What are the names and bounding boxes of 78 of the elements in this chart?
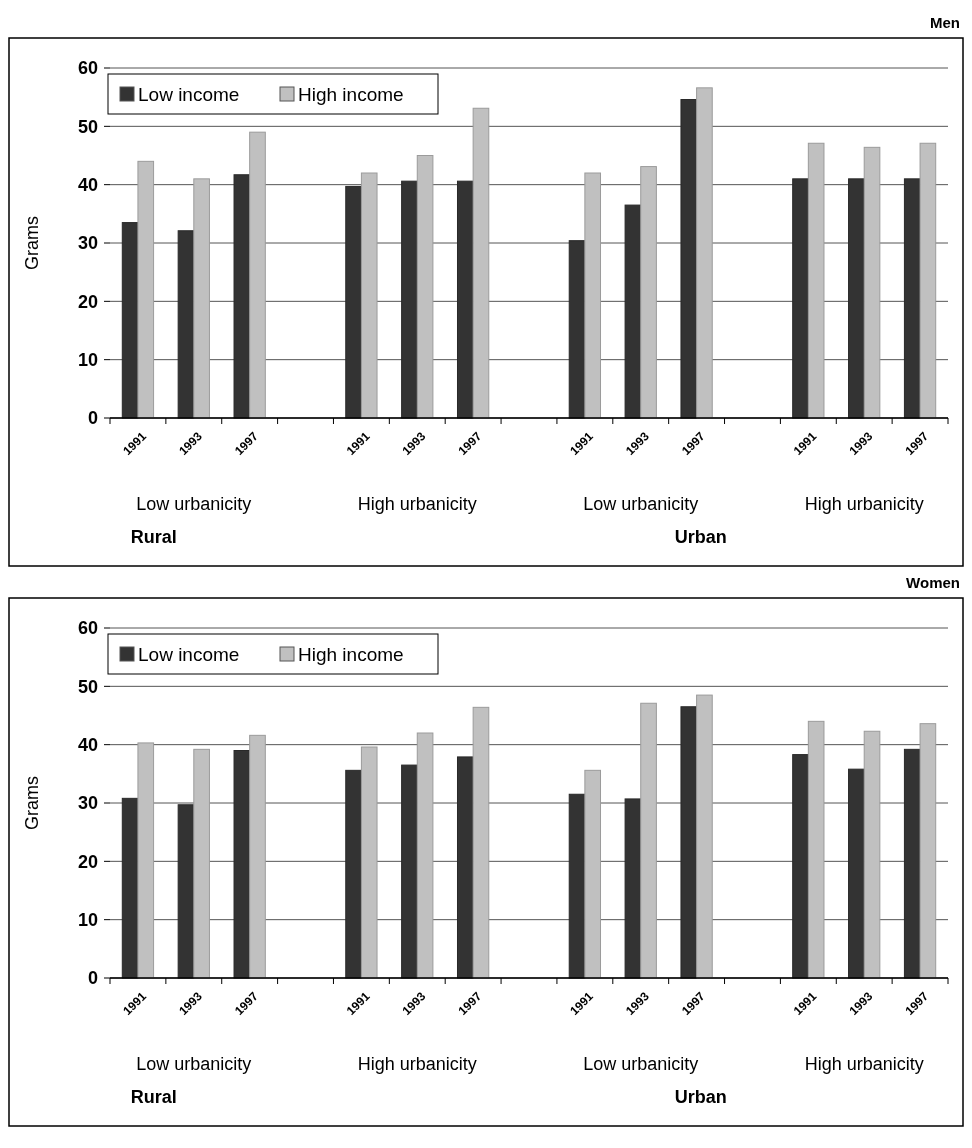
bar — [193, 178, 210, 419]
text: Urban — [674, 527, 727, 547]
bar — [177, 804, 195, 979]
text: Low urbanicity — [583, 494, 699, 514]
bar — [919, 723, 937, 979]
bar — [360, 172, 378, 419]
legend-label: Low income — [138, 83, 240, 105]
bar — [696, 694, 713, 979]
text: Low urbanicity — [583, 1054, 699, 1074]
legend-label: High income — [298, 83, 404, 105]
bar — [640, 166, 657, 419]
text: Low urbanicity — [136, 1054, 252, 1074]
bar — [848, 768, 865, 979]
bar — [584, 769, 602, 979]
y-tick-label: 30 — [77, 233, 98, 254]
text: Rural — [130, 1087, 177, 1107]
bar — [360, 746, 378, 979]
bar — [345, 769, 362, 979]
bar — [903, 748, 921, 979]
bar — [401, 180, 418, 419]
bar — [696, 87, 713, 419]
bar — [137, 160, 155, 419]
bar — [193, 748, 210, 979]
bar — [416, 155, 434, 419]
bar — [863, 146, 881, 419]
bar — [863, 730, 881, 979]
bar — [472, 706, 490, 979]
y-tick-label: 0 — [87, 968, 98, 989]
bar — [345, 185, 362, 419]
bar — [233, 750, 251, 979]
chart-title: Men — [930, 14, 960, 31]
bar — [137, 742, 155, 979]
bar — [416, 732, 434, 979]
bar — [456, 756, 474, 979]
y-tick-label: 50 — [77, 116, 98, 137]
y-tick-label: 20 — [77, 291, 98, 312]
text: High urbanicity — [357, 494, 477, 514]
y-tick-label: 30 — [77, 793, 98, 814]
bar — [807, 720, 825, 979]
y-tick-label: 0 — [87, 408, 98, 429]
bar — [624, 204, 642, 419]
bar — [121, 222, 139, 419]
y-tick-label: 10 — [77, 909, 98, 930]
y-tick-label: 40 — [77, 174, 98, 195]
bar — [640, 702, 657, 979]
bar — [680, 706, 698, 979]
bar — [584, 172, 602, 419]
legend-label: High income — [298, 643, 404, 665]
bar — [792, 754, 809, 979]
text: High urbanicity — [357, 1054, 477, 1074]
y-tick-label: 60 — [77, 58, 98, 79]
y-tick-label: 10 — [77, 349, 98, 370]
bar — [249, 131, 266, 419]
bar — [624, 798, 642, 979]
text: Rural — [130, 527, 177, 547]
bar — [249, 734, 266, 979]
bar — [472, 107, 490, 419]
y-tick-label: 20 — [77, 851, 98, 872]
bar — [848, 178, 865, 419]
y-tick-label: 40 — [77, 734, 98, 755]
text: Low urbanicity — [136, 494, 252, 514]
bar — [680, 99, 698, 419]
y-axis-title: Grams — [22, 776, 42, 830]
bar — [903, 178, 921, 419]
legend-label: Low income — [138, 643, 240, 665]
bar — [233, 174, 251, 419]
bar — [177, 230, 195, 419]
y-tick-label: 60 — [77, 618, 98, 639]
chart-title: Women — [906, 574, 960, 591]
text: High urbanicity — [804, 1054, 924, 1074]
bar — [807, 142, 825, 419]
bar — [401, 764, 418, 979]
bar — [792, 178, 809, 419]
text: Urban — [674, 1087, 727, 1107]
bar — [919, 142, 937, 419]
y-tick-label: 50 — [77, 676, 98, 697]
y-axis-title: Grams — [22, 216, 42, 270]
text: High urbanicity — [804, 494, 924, 514]
